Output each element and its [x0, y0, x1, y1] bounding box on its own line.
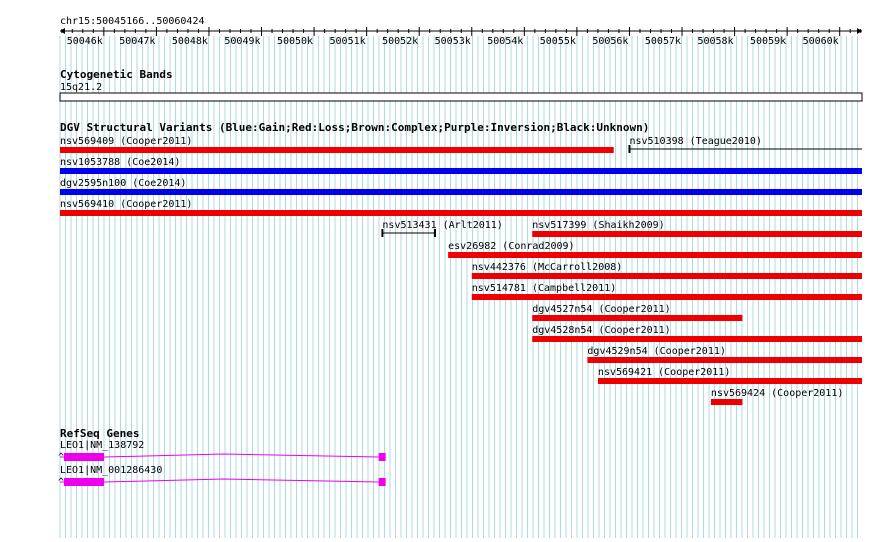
dgv-variant-label: nsv442376 (McCarroll2008) — [472, 262, 623, 273]
ruler-tick-label: 50049k — [224, 36, 260, 47]
dgv-variant-label: dgv4527n54 (Cooper2011) — [532, 304, 670, 315]
dgv-variant-bar — [448, 252, 862, 258]
refseq-exon — [64, 478, 104, 486]
dgv-variant-bar — [60, 210, 862, 216]
dgv-variant-label: dgv2595n100 (Coe2014) — [60, 178, 186, 189]
refseq-gene[interactable]: LEO1|NM_001286430^ — [58, 465, 386, 488]
right-arrow-icon[interactable] — [857, 28, 862, 34]
dgv-variant[interactable]: nsv442376 (McCarroll2008) — [471, 262, 862, 279]
dgv-variant-bar — [532, 336, 862, 342]
dgv-variant-bar — [710, 399, 743, 405]
ruler-tick-label: 50048k — [172, 36, 208, 47]
refseq-exon — [378, 478, 386, 486]
dgv-variant[interactable]: esv26982 (Conrad2009) — [448, 241, 862, 258]
background-grid — [59, 36, 858, 538]
track-title-dgv: DGV Structural Variants (Blue:Gain;Red:L… — [60, 121, 649, 134]
dgv-variant-label: esv26982 (Conrad2009) — [448, 241, 574, 252]
dgv-variant[interactable]: dgv2595n100 (Coe2014) — [60, 178, 862, 195]
dgv-variant-label: nsv517399 (Shaikh2009) — [532, 220, 664, 231]
dgv-variant-label: nsv513431 (Arlt2011) — [382, 220, 502, 231]
cytoband-label: 15q21.2 — [60, 82, 102, 93]
dgv-variant[interactable]: nsv569410 (Cooper2011) — [60, 199, 862, 216]
dgv-variant-bar — [60, 147, 614, 153]
ruler-tick-label: 50046k — [67, 36, 103, 47]
ruler-tick-label: 50052k — [382, 36, 418, 47]
ruler-tick-label: 50047k — [119, 36, 155, 47]
dgv-variant[interactable]: nsv517399 (Shaikh2009) — [532, 220, 862, 237]
dgv-variant-label: nsv1053788 (Coe2014) — [60, 157, 180, 168]
dgv-variant[interactable]: nsv569409 (Cooper2011) — [60, 136, 614, 153]
dgv-variant[interactable]: nsv510398 (Teague2010) — [628, 136, 862, 153]
dgv-variant-bar — [471, 294, 862, 300]
dgv-variant-label: dgv4529n54 (Cooper2011) — [587, 346, 725, 357]
refseq-exon — [64, 453, 104, 461]
cytoband-bar[interactable] — [59, 92, 863, 102]
dgv-variant-bar — [532, 231, 862, 237]
dgv-variant-label: nsv569410 (Cooper2011) — [60, 199, 192, 210]
track-title-cytoband: Cytogenetic Bands — [60, 68, 173, 81]
dgv-variant-label: nsv514781 (Campbell2011) — [472, 283, 617, 294]
ruler-tick-labels: 50046k 50047k 50048k 50049k 50050k 50051k 5005… — [67, 36, 839, 47]
dgv-variant[interactable]: nsv1053788 (Coe2014) — [60, 157, 862, 174]
dgv-variant[interactable]: dgv4528n54 (Cooper2011) — [532, 325, 862, 342]
dgv-variant-bar — [587, 357, 862, 363]
refseq-gene-label: LEO1|NM_138792 — [60, 440, 144, 451]
ruler-tick-label: 50051k — [330, 36, 366, 47]
dgv-variant[interactable]: nsv569424 (Cooper2011) — [710, 388, 843, 405]
ruler-tick-label: 50058k — [697, 36, 733, 47]
dgv-variant[interactable]: nsv514781 (Campbell2011) — [471, 283, 862, 300]
ruler-tick-label: 50050k — [277, 36, 313, 47]
refseq-gene[interactable]: LEO1|NM_138792^ — [58, 440, 386, 463]
dgv-variant-label: nsv569409 (Cooper2011) — [60, 136, 192, 147]
strand-arrow-icon: ^ — [58, 477, 64, 488]
dgv-variant[interactable]: nsv513431 (Arlt2011) — [381, 220, 503, 237]
coordinate-ruler — [60, 27, 862, 36]
dgv-variant-bar — [532, 315, 743, 321]
strand-arrow-icon: ^ — [58, 452, 64, 463]
dgv-variant-bar — [60, 168, 862, 174]
left-arrow-icon[interactable] — [60, 28, 65, 34]
ruler-tick-label: 50054k — [487, 36, 523, 47]
dgv-variant[interactable]: dgv4529n54 (Cooper2011) — [587, 346, 862, 363]
ruler-tick-label: 50055k — [540, 36, 576, 47]
dgv-variant-label: nsv510398 (Teague2010) — [629, 136, 761, 147]
ruler-tick-label: 50053k — [435, 36, 471, 47]
track-title-refseq: RefSeq Genes — [60, 427, 139, 440]
dgv-variant-label: nsv569421 (Cooper2011) — [598, 367, 730, 378]
dgv-variant[interactable]: dgv4527n54 (Cooper2011) — [532, 304, 743, 321]
region-label: chr15:50045166..50060424 — [60, 16, 205, 27]
dgv-variant-bar — [60, 189, 862, 195]
refseq-gene-label: LEO1|NM_001286430 — [60, 465, 162, 476]
refseq-gene-features: LEO1|NM_138792^LEO1|NM_001286430^ — [58, 440, 386, 488]
dgv-variant[interactable]: nsv569421 (Cooper2011) — [597, 367, 862, 384]
refseq-exon — [378, 453, 386, 461]
ruler-tick-label: 50057k — [645, 36, 681, 47]
ruler-tick-label: 50056k — [592, 36, 628, 47]
ruler-tick-label: 50059k — [750, 36, 786, 47]
dgv-variant-features: nsv569409 (Cooper2011) nsv510398 (Teague2… — [60, 136, 862, 405]
dgv-variant-label: dgv4528n54 (Cooper2011) — [532, 325, 670, 336]
ruler-tick-label: 50060k — [803, 36, 839, 47]
dgv-variant-bar — [597, 378, 862, 384]
dgv-variant-label: nsv569424 (Cooper2011) — [711, 388, 843, 399]
dgv-variant-bar — [471, 273, 862, 279]
